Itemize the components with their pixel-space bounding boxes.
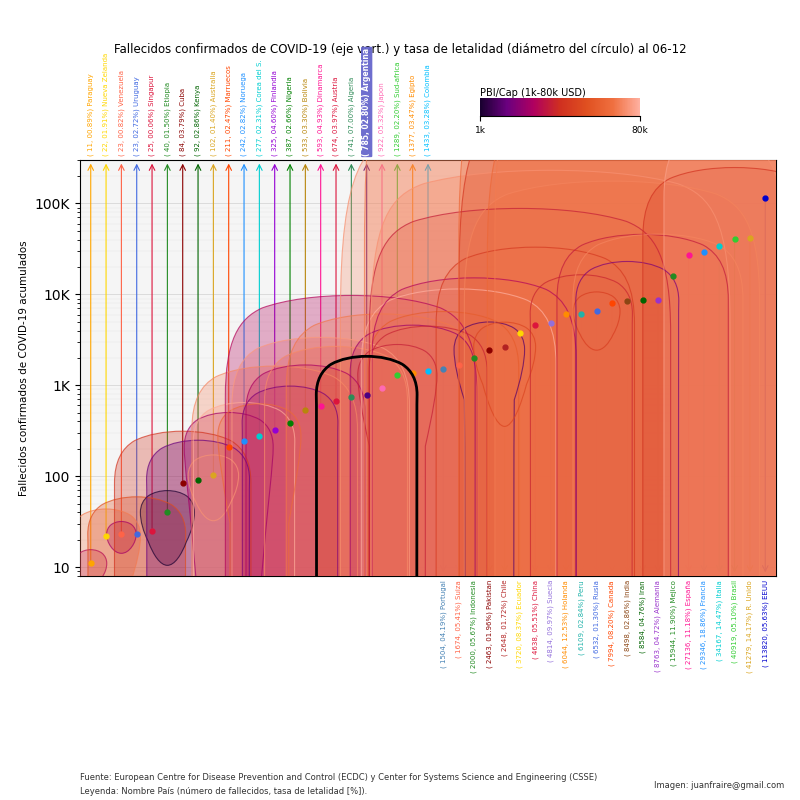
Ellipse shape — [114, 431, 251, 800]
Ellipse shape — [368, 311, 518, 800]
Text: ( 41279, 14.17%) R. Unido: ( 41279, 14.17%) R. Unido — [746, 580, 753, 673]
Ellipse shape — [454, 322, 525, 800]
Ellipse shape — [74, 550, 106, 585]
Text: Fallecidos confirmados de COVID-19 (eje vert.) y tasa de letalidad (diámetro del: Fallecidos confirmados de COVID-19 (eje … — [114, 43, 686, 56]
Ellipse shape — [574, 292, 620, 350]
Text: ( 7994, 08.20%) Canada: ( 7994, 08.20%) Canada — [609, 580, 615, 666]
Ellipse shape — [151, 530, 153, 532]
Text: ( 22, 01.91%) Nueva Zelanda: ( 22, 01.91%) Nueva Zelanda — [103, 53, 110, 156]
Text: Fuente: European Centre for Disease Prevention and Control (ECDC) y Center for S: Fuente: European Centre for Disease Prev… — [80, 774, 598, 782]
Ellipse shape — [88, 497, 186, 800]
Text: ( 2648, 01.72%) Chile: ( 2648, 01.72%) Chile — [502, 580, 508, 657]
Text: ( 741, 07.00%) Algeria: ( 741, 07.00%) Algeria — [348, 77, 354, 156]
Text: ( 8498, 02.86%) India: ( 8498, 02.86%) India — [624, 580, 630, 656]
Text: ( 533, 03.30%) Bolivia: ( 533, 03.30%) Bolivia — [302, 78, 309, 156]
Ellipse shape — [365, 0, 800, 800]
Text: ( 92, 02.86%) Kenya: ( 92, 02.86%) Kenya — [194, 85, 202, 156]
Ellipse shape — [194, 402, 294, 800]
Text: ( 34167, 14.47%) Italia: ( 34167, 14.47%) Italia — [716, 580, 722, 661]
Ellipse shape — [372, 278, 576, 800]
Ellipse shape — [286, 314, 478, 800]
Ellipse shape — [573, 234, 743, 800]
Ellipse shape — [218, 404, 301, 800]
Text: ( 84, 03.79%) Cuba: ( 84, 03.79%) Cuba — [179, 88, 186, 156]
Ellipse shape — [371, 170, 730, 800]
Text: PBI/Cap (1k-80k USD): PBI/Cap (1k-80k USD) — [480, 88, 586, 98]
Text: ( 11, 00.89%) Paraguay: ( 11, 00.89%) Paraguay — [87, 74, 94, 156]
Ellipse shape — [146, 440, 250, 800]
Text: ( 8763, 04.72%) Alemania: ( 8763, 04.72%) Alemania — [654, 580, 662, 672]
Ellipse shape — [226, 295, 478, 800]
Ellipse shape — [464, 181, 759, 800]
Ellipse shape — [643, 167, 800, 800]
Ellipse shape — [140, 490, 194, 566]
Ellipse shape — [184, 413, 273, 800]
Text: ( 25, 00.06%) Singapur: ( 25, 00.06%) Singapur — [149, 74, 155, 156]
Ellipse shape — [362, 289, 556, 800]
Ellipse shape — [358, 345, 437, 800]
Text: ( 1377, 03.47%) Egipto: ( 1377, 03.47%) Egipto — [410, 74, 416, 156]
Text: ( 785, 02.80%) Argentina: ( 785, 02.80%) Argentina — [362, 48, 371, 156]
Ellipse shape — [106, 522, 136, 554]
Text: ( 593, 04.93%) Dinamarca: ( 593, 04.93%) Dinamarca — [318, 63, 324, 156]
Ellipse shape — [576, 262, 678, 800]
Ellipse shape — [474, 322, 536, 426]
Ellipse shape — [436, 247, 634, 800]
Ellipse shape — [495, 10, 800, 800]
Text: ( 277, 02.31%) Corea del S.: ( 277, 02.31%) Corea del S. — [256, 59, 262, 156]
Text: ( 2463, 01.96%) Pakistan: ( 2463, 01.96%) Pakistan — [486, 580, 493, 668]
Text: Imagen: juanfraire@gmail.com: Imagen: juanfraire@gmail.com — [654, 782, 784, 790]
Ellipse shape — [557, 234, 728, 800]
Ellipse shape — [192, 366, 358, 800]
Text: ( 6109, 02.84%) Peru: ( 6109, 02.84%) Peru — [578, 580, 585, 654]
Text: ( 23, 02.72%) Uruguay: ( 23, 02.72%) Uruguay — [134, 76, 140, 156]
Text: ( 40, 01.50%) Etiopia: ( 40, 01.50%) Etiopia — [164, 82, 170, 156]
Ellipse shape — [246, 365, 365, 800]
Text: ( 4814, 09.97%) Suecia: ( 4814, 09.97%) Suecia — [547, 580, 554, 662]
Text: ( 3720, 08.37%) Ecuador: ( 3720, 08.37%) Ecuador — [517, 580, 523, 668]
Text: ( 242, 02.82%) Noruega: ( 242, 02.82%) Noruega — [241, 72, 247, 156]
Ellipse shape — [341, 116, 791, 800]
Text: ( 785, 02.80%) Argentina: ( 785, 02.80%) Argentina — [0, 799, 1, 800]
Text: ( 325, 04.60%) Finlandia: ( 325, 04.60%) Finlandia — [271, 70, 278, 156]
Text: ( 1504, 04.19%) Portugal: ( 1504, 04.19%) Portugal — [440, 580, 446, 668]
Text: ( 1674, 05.41%) Suiza: ( 1674, 05.41%) Suiza — [455, 580, 462, 658]
Ellipse shape — [188, 455, 238, 521]
Text: ( 1289, 02.20%) Sud-africa: ( 1289, 02.20%) Sud-africa — [394, 62, 401, 156]
Text: ( 6532, 01.30%) Rusia: ( 6532, 01.30%) Rusia — [594, 580, 600, 658]
Text: ( 1433, 03.28%) Colombia: ( 1433, 03.28%) Colombia — [425, 64, 431, 156]
Ellipse shape — [350, 325, 475, 800]
Text: ( 211, 02.47%) Marruecos: ( 211, 02.47%) Marruecos — [226, 65, 232, 156]
Text: ( 40919, 05.10%) Brasil: ( 40919, 05.10%) Brasil — [731, 580, 738, 663]
Text: ( 15944, 11.90%) Mejico: ( 15944, 11.90%) Mejico — [670, 580, 677, 666]
Text: ( 8584, 04.76%) Iran: ( 8584, 04.76%) Iran — [639, 580, 646, 653]
Y-axis label: Fallecidos confirmados de COVID-19 acumulados: Fallecidos confirmados de COVID-19 acumu… — [19, 240, 30, 496]
Text: ( 102, 01.40%) Australia: ( 102, 01.40%) Australia — [210, 70, 217, 156]
Ellipse shape — [664, 119, 800, 800]
Text: ( 27136, 11.18%) España: ( 27136, 11.18%) España — [686, 580, 692, 669]
Text: ( 2000, 05.67%) Indonesia: ( 2000, 05.67%) Indonesia — [470, 580, 478, 673]
Text: ( 674, 03.97%) Austria: ( 674, 03.97%) Austria — [333, 77, 339, 156]
Ellipse shape — [72, 509, 141, 701]
Ellipse shape — [369, 326, 487, 800]
Text: ( 4638, 05.51%) China: ( 4638, 05.51%) China — [532, 580, 538, 659]
Ellipse shape — [487, 81, 800, 800]
Ellipse shape — [530, 274, 633, 800]
Ellipse shape — [265, 346, 407, 800]
Text: ( 113820, 05.63%) EEUU: ( 113820, 05.63%) EEUU — [762, 580, 769, 667]
Ellipse shape — [459, 89, 800, 800]
Ellipse shape — [232, 338, 410, 800]
Text: ( 387, 02.66%) Nigeria: ( 387, 02.66%) Nigeria — [286, 76, 294, 156]
Ellipse shape — [316, 356, 417, 800]
Text: ( 922, 05.32%) Japon: ( 922, 05.32%) Japon — [378, 82, 386, 156]
Ellipse shape — [242, 386, 338, 800]
Text: ( 29346, 18.86%) Francia: ( 29346, 18.86%) Francia — [701, 580, 707, 669]
Ellipse shape — [459, 13, 800, 800]
Ellipse shape — [370, 209, 670, 800]
Text: ( 23, 00.82%) Venezuela: ( 23, 00.82%) Venezuela — [118, 70, 125, 156]
Text: ( 6044, 12.53%) Holanda: ( 6044, 12.53%) Holanda — [562, 580, 570, 668]
Text: Leyenda: Nombre País (número de fallecidos, tasa de letalidad [%]).: Leyenda: Nombre País (número de fallecid… — [80, 787, 367, 796]
